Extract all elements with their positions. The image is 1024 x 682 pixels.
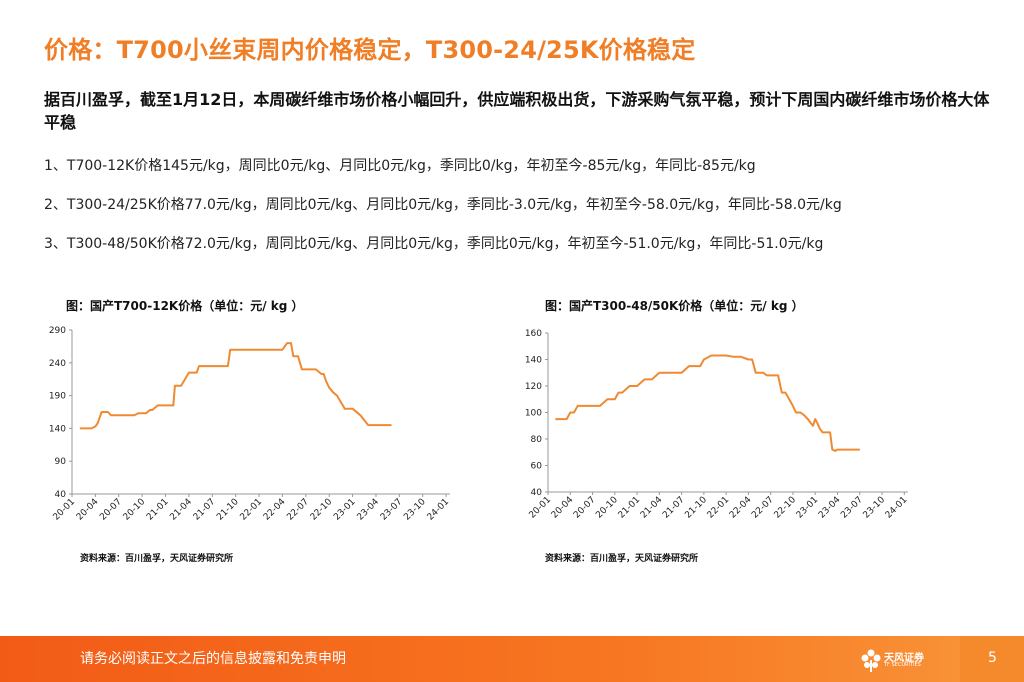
y-tick-label: 90 <box>55 457 67 467</box>
slide-title: 价格：T700小丝束周内价格稳定，T300-24/25K价格稳定 <box>44 36 696 64</box>
x-tick-label: 23-10 <box>402 497 428 523</box>
page-number: 5 <box>988 650 997 666</box>
y-tick-label: 40 <box>531 488 543 498</box>
bullet-t300-48k: 3、T300-48/50K价格72.0元/kg，周同比0元/kg、月同比0元/k… <box>44 236 824 252</box>
tf-logo: 天风证券 TF SECURITIES <box>860 648 940 674</box>
bullet-t300-24k: 2、T300-24/25K价格77.0元/kg，周同比0元/kg、月同比0元/k… <box>44 197 842 213</box>
flower-logo-icon <box>861 649 881 672</box>
x-tick-label: 20-01 <box>52 497 78 523</box>
y-tick-label: 240 <box>49 359 66 369</box>
series-line <box>79 342 392 430</box>
x-tick-label: 23-01 <box>795 495 821 521</box>
x-tick-label: 23-07 <box>379 497 405 523</box>
chart-source-t700: 资料来源：百川盈孚，天风证券研究所 <box>80 554 234 564</box>
x-tick-label: 21-04 <box>639 495 665 521</box>
x-tick-label: 22-07 <box>285 497 311 523</box>
x-tick-label: 21-01 <box>145 497 171 523</box>
x-tick-label: 20-07 <box>572 495 598 521</box>
x-tick-label: 22-10 <box>773 495 799 521</box>
x-tick-label: 22-01 <box>706 495 732 521</box>
y-tick-label: 80 <box>531 435 543 445</box>
y-tick-label: 100 <box>525 409 542 419</box>
y-tick-label: 140 <box>49 424 66 434</box>
chart-t700-price: 409014019024029020-0120-0420-0720-1021-0… <box>49 326 452 523</box>
x-tick-label: 23-04 <box>817 495 843 521</box>
logo-name: 天风证券 <box>884 653 924 664</box>
x-tick-label: 23-04 <box>356 497 382 523</box>
x-tick-label: 21-01 <box>617 495 643 521</box>
x-tick-label: 21-07 <box>192 497 218 523</box>
logo-subtitle: TF SECURITIES <box>884 662 921 668</box>
x-tick-label: 20-10 <box>122 497 148 523</box>
footer-disclaimer: 请务必阅读正文之后的信息披露和免责申明 <box>80 651 346 667</box>
y-tick-label: 160 <box>525 329 542 339</box>
chart-source-t300: 资料来源：百川盈孚，天风证券研究所 <box>545 554 699 564</box>
x-tick-label: 23-07 <box>839 495 865 521</box>
x-tick-label: 24-01 <box>426 497 452 523</box>
y-tick-label: 120 <box>525 382 542 392</box>
chart-t300-price: 40608010012014016020-0120-0420-0720-1021… <box>525 329 910 521</box>
x-tick-label: 22-01 <box>239 497 265 523</box>
y-tick-label: 60 <box>531 462 543 472</box>
y-tick-label: 190 <box>49 392 66 402</box>
chart-title-t300: 图：国产T300-48/50K价格（单位：元/ kg ） <box>545 299 804 313</box>
x-tick-label: 21-10 <box>683 495 709 521</box>
footer-bar <box>0 636 1024 682</box>
x-tick-label: 20-07 <box>98 497 124 523</box>
x-tick-label: 23-10 <box>862 495 888 521</box>
series-line <box>555 354 860 452</box>
x-tick-label: 21-04 <box>168 497 194 523</box>
x-tick-label: 24-01 <box>884 495 910 521</box>
x-tick-label: 22-10 <box>309 497 335 523</box>
chart-title-t700: 图：国产T700-12K价格（单位：元/ kg ） <box>66 299 304 313</box>
x-tick-label: 20-01 <box>528 495 554 521</box>
x-tick-label: 20-04 <box>550 495 576 521</box>
x-tick-label: 20-04 <box>75 497 101 523</box>
x-tick-label: 21-07 <box>661 495 687 521</box>
x-tick-label: 22-07 <box>750 495 776 521</box>
x-tick-label: 21-10 <box>215 497 241 523</box>
x-tick-label: 20-10 <box>594 495 620 521</box>
y-tick-label: 140 <box>525 356 542 366</box>
y-tick-label: 290 <box>49 326 66 336</box>
bullet-t700: 1、T700-12K价格145元/kg，周同比0元/kg、月同比0元/kg，季同… <box>44 158 756 174</box>
slide-subtitle: 据百川盈孚，截至1月12日，本周碳纤维市场价格小幅回升，供应端积极出货，下游采购… <box>44 90 990 132</box>
x-tick-label: 23-01 <box>332 497 358 523</box>
page-number-box <box>960 636 1024 682</box>
y-tick-label: 40 <box>55 490 67 500</box>
x-tick-label: 22-04 <box>262 497 288 523</box>
x-tick-label: 22-04 <box>728 495 754 521</box>
